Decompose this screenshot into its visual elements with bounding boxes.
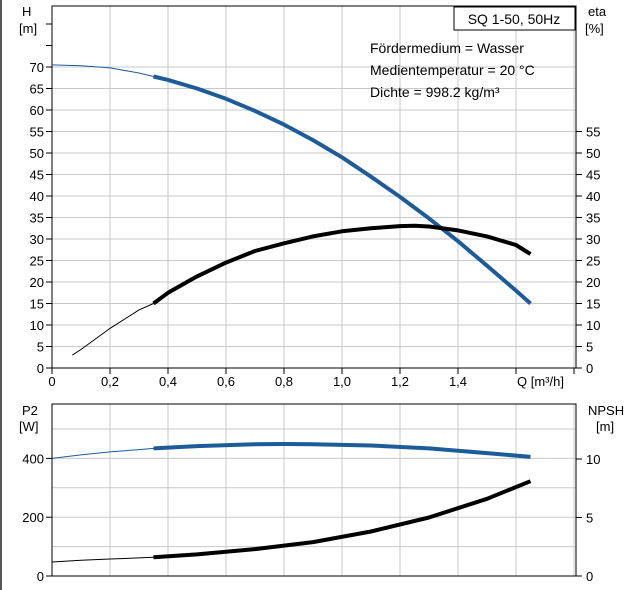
h-tick-label: 15 bbox=[30, 297, 44, 312]
upper-right-ticks: 0 5 10 15 20 25 30 35 40 45 50 55 bbox=[576, 125, 600, 376]
lower-series bbox=[51, 442, 532, 563]
h-tick-label: 0 bbox=[37, 361, 44, 376]
npsh-curve bbox=[153, 479, 532, 560]
power-curve bbox=[153, 442, 531, 459]
efficiency-curve bbox=[152, 223, 532, 306]
q-tick-label: 1,0 bbox=[333, 374, 351, 389]
eta-tick-label: 0 bbox=[586, 361, 593, 376]
p2-axis-label: P2 bbox=[22, 403, 38, 418]
eta-tick-label: 35 bbox=[586, 211, 600, 226]
q-tick-label: 0,6 bbox=[217, 374, 235, 389]
q-tick-label: 0,4 bbox=[159, 374, 177, 389]
h-tick-label: 65 bbox=[30, 82, 44, 97]
q-tick-label: 0,8 bbox=[275, 374, 293, 389]
npsh-axis-label: NPSH bbox=[588, 403, 624, 418]
q-tick-label: 1,4 bbox=[449, 374, 467, 389]
power-curve-thin bbox=[51, 447, 154, 459]
npsh-curve-thin bbox=[51, 556, 154, 563]
p2-tick-label: 400 bbox=[22, 451, 44, 466]
head-curve-thin bbox=[51, 64, 154, 77]
h-tick-label: 70 bbox=[30, 60, 44, 75]
p2-tick-label: 200 bbox=[22, 510, 44, 525]
upper-left-ticks: 0 5 10 15 20 25 30 35 40 45 50 55 60 65 70 bbox=[30, 23, 52, 376]
eta-tick-label: 45 bbox=[586, 168, 600, 183]
upper-grid bbox=[52, 6, 576, 368]
eta-axis-label: eta bbox=[588, 4, 607, 19]
h-tick-label: 50 bbox=[30, 146, 44, 161]
x-ticks: 0 0,2 0,4 0,6 0,8 1,0 1,2 1,4 bbox=[48, 368, 575, 389]
npsh-tick-label: 5 bbox=[586, 511, 593, 526]
eta-tick-label: 15 bbox=[586, 297, 600, 312]
chart-title: SQ 1-50, 50Hz bbox=[468, 11, 561, 27]
h-tick-label: 10 bbox=[30, 318, 44, 333]
h-tick-label: 40 bbox=[30, 189, 44, 204]
lower-right-ticks: 0 5 10 bbox=[576, 452, 600, 584]
title-box bbox=[453, 6, 576, 31]
medium-annotation: Fördermedium = Wasser bbox=[370, 40, 524, 56]
head-curve bbox=[153, 74, 532, 305]
h-tick-label: 55 bbox=[30, 125, 44, 140]
eta-tick-label: 20 bbox=[586, 275, 600, 290]
eta-tick-label: 25 bbox=[586, 254, 600, 269]
npsh-tick-label: 10 bbox=[586, 452, 600, 467]
eta-axis-unit: [%] bbox=[585, 21, 604, 36]
npsh-tick-label: 0 bbox=[586, 569, 593, 584]
eta-tick-label: 10 bbox=[586, 318, 600, 333]
x-axis-label: Q [m³/h] bbox=[517, 374, 564, 389]
lower-left-ticks: 0 200 400 bbox=[22, 451, 52, 584]
upper-series bbox=[51, 64, 532, 356]
q-tick-label: 1,2 bbox=[391, 374, 409, 389]
eta-tick-label: 55 bbox=[586, 125, 600, 140]
h-axis-label: H bbox=[22, 4, 31, 19]
eta-tick-label: 5 bbox=[586, 340, 593, 355]
h-tick-label: 20 bbox=[30, 275, 44, 290]
p2-tick-label: 0 bbox=[37, 569, 44, 584]
h-axis-unit: [m] bbox=[19, 21, 37, 36]
upper-plot-frame bbox=[51, 5, 577, 369]
left-border bbox=[0, 0, 2, 590]
h-tick-label: 35 bbox=[30, 211, 44, 226]
eta-tick-label: 40 bbox=[586, 189, 600, 204]
density-annotation: Dichte = 998.2 kg/m³ bbox=[370, 84, 500, 100]
p2-axis-unit: [W] bbox=[19, 419, 39, 434]
h-tick-label: 25 bbox=[30, 254, 44, 269]
temperature-annotation: Medientemperatur = 20 °C bbox=[370, 62, 535, 78]
efficiency-curve-thin bbox=[72, 303, 154, 356]
h-tick-label: 5 bbox=[37, 340, 44, 355]
npsh-axis-unit: [m] bbox=[596, 419, 614, 434]
lower-plot-frame bbox=[51, 403, 577, 577]
h-tick-label: 45 bbox=[30, 168, 44, 183]
q-tick-label: 0 bbox=[48, 374, 55, 389]
eta-tick-label: 50 bbox=[586, 146, 600, 161]
h-tick-label: 30 bbox=[30, 232, 44, 247]
q-tick-label: 0,2 bbox=[101, 374, 119, 389]
eta-tick-label: 30 bbox=[586, 232, 600, 247]
lower-grid bbox=[52, 404, 576, 576]
h-tick-label: 60 bbox=[30, 103, 44, 118]
